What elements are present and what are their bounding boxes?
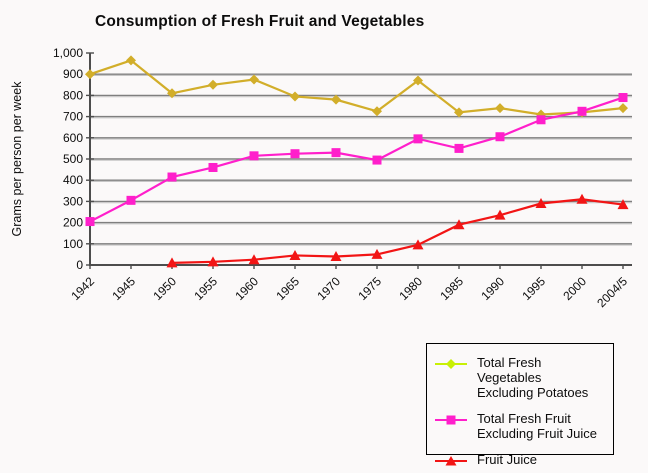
triangle-marker-icon: [576, 193, 588, 204]
square-marker-icon: [331, 148, 341, 158]
x-tick-label: 1990: [478, 274, 507, 303]
y-tick-label: 200: [63, 216, 83, 230]
diamond-marker-icon: [446, 359, 456, 369]
diamond-marker-icon: [413, 75, 423, 86]
triangle-marker-icon: [207, 256, 219, 267]
diamond-marker-icon: [618, 103, 628, 114]
triangle-marker-icon: [371, 248, 383, 259]
x-tick-label: 1960: [232, 274, 261, 303]
y-tick-label: 600: [63, 131, 83, 145]
triangle-marker-icon: [330, 251, 342, 262]
legend-marker-juice: [435, 456, 467, 466]
y-tick-label: 500: [63, 152, 83, 166]
y-tick-label: 100: [63, 237, 83, 251]
square-marker-icon: [208, 162, 218, 172]
legend-marker-vegetables: [435, 359, 467, 369]
x-tick-label: 2004/5: [594, 274, 630, 310]
x-tick-label: 2000: [560, 274, 589, 303]
y-tick-label: 900: [63, 67, 83, 81]
legend-label-vegetables: Total Fresh Vegetables Excluding Potatoe…: [477, 355, 589, 400]
y-tick-label: 700: [63, 110, 83, 124]
legend: Total Fresh Vegetables Excluding Potatoe…: [426, 343, 614, 467]
triangle-marker-icon: [289, 249, 301, 260]
series-line-square: [89, 96, 624, 223]
triangle-marker-icon: [248, 254, 260, 265]
y-tick-label: 300: [63, 194, 83, 208]
square-marker-icon: [126, 195, 136, 205]
plot-area: 0 100 200 300 400 500 600 700 800 900 1,000 1942 194…: [53, 46, 632, 310]
x-tick-label: 1975: [355, 274, 384, 303]
legend-item-fruit: Total Fresh Fruit Excluding Fruit Juice: [434, 411, 609, 441]
diamond-marker-icon: [126, 55, 136, 66]
square-marker-icon: [85, 217, 95, 227]
y-tick-label: 400: [63, 173, 83, 187]
y-tick-label: 800: [63, 88, 83, 102]
diamond-marker-icon: [167, 88, 177, 99]
diamond-marker-icon: [85, 69, 95, 80]
chart-title: Consumption of Fresh Fruit and Vegetable…: [95, 13, 425, 30]
diamond-marker-icon: [249, 74, 259, 85]
triangle-marker-icon: [412, 239, 424, 250]
series-line-triangle: [171, 198, 624, 264]
triangle-marker-icon: [494, 209, 506, 220]
diamond-marker-icon: [208, 79, 218, 90]
triangle-marker-icon: [166, 257, 178, 268]
diamond-marker-icon: [454, 107, 464, 118]
diamond-marker-icon: [372, 106, 382, 117]
square-marker-icon: [413, 134, 423, 144]
x-tick-label: 1955: [191, 274, 220, 303]
triangle-marker-icon: [445, 456, 457, 466]
square-marker-icon: [495, 132, 505, 142]
y-tick-label: 0: [76, 258, 83, 272]
square-marker-icon: [577, 106, 587, 116]
series-line-diamond: [89, 59, 624, 116]
diamond-marker-icon: [495, 103, 505, 114]
square-marker-icon: [454, 143, 464, 153]
square-marker-icon: [249, 151, 259, 161]
x-tick-label: 1950: [150, 274, 179, 303]
diamond-marker-icon: [290, 91, 300, 102]
square-marker-icon: [290, 149, 300, 159]
triangle-marker-icon: [617, 199, 629, 210]
x-tick-label: 1942: [68, 274, 97, 303]
x-tick-label: 1985: [437, 274, 466, 303]
square-marker-icon: [618, 93, 628, 103]
legend-label-fruit: Total Fresh Fruit Excluding Fruit Juice: [477, 411, 597, 441]
x-tick-label: 1980: [396, 274, 425, 303]
legend-marker-fruit: [435, 415, 467, 425]
x-tick-label: 1945: [109, 274, 138, 303]
triangle-marker-icon: [453, 219, 465, 230]
y-tick-label: 1,000: [53, 46, 83, 60]
legend-item-juice: Fruit Juice: [434, 452, 609, 467]
legend-item-vegetables: Total Fresh Vegetables Excluding Potatoe…: [434, 355, 609, 400]
square-marker-icon: [446, 415, 456, 425]
x-tick-label: 1970: [314, 274, 343, 303]
legend-label-juice: Fruit Juice: [477, 452, 537, 467]
triangle-marker-icon: [535, 198, 547, 209]
x-tick-label: 1965: [273, 274, 302, 303]
square-marker-icon: [372, 155, 382, 165]
x-tick-label: 1995: [519, 274, 548, 303]
square-marker-icon: [536, 115, 546, 125]
diamond-marker-icon: [331, 94, 341, 105]
square-marker-icon: [167, 172, 177, 182]
